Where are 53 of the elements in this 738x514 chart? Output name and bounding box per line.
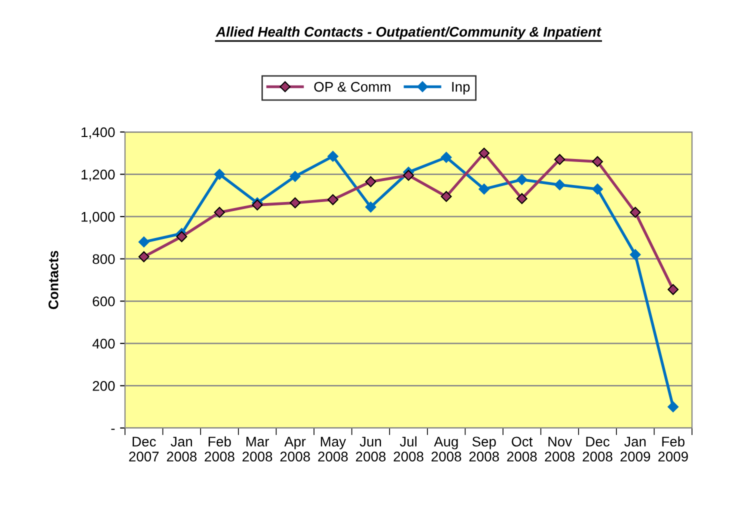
x-tick-label: Sep 2008 (469, 436, 499, 462)
point (214, 168, 225, 180)
y-tick-label: 1,200 (82, 170, 115, 182)
x-tick-label: Jan 2008 (166, 436, 197, 462)
point (478, 184, 490, 195)
point (290, 170, 301, 182)
point (630, 206, 641, 218)
point (554, 179, 566, 190)
y-tick-label: 200 (92, 381, 115, 391)
point (176, 231, 188, 242)
x-tick-label: Jan 2009 (620, 436, 650, 462)
point (290, 197, 301, 208)
x-tick-label: Nov 2008 (544, 436, 575, 462)
y-tick-label: 800 (92, 254, 115, 264)
x-tick-label: Jul 2008 (394, 436, 424, 462)
chart-title: Allied Health Contacts - Outpatient/Community & Inpatient (216, 26, 602, 40)
y-tick-label: 1,000 (82, 212, 115, 224)
point (554, 154, 566, 165)
point (440, 152, 452, 163)
x-tick-label: Feb 2009 (658, 436, 688, 462)
x-tick-label: Apr 2008 (280, 436, 310, 462)
x-tick-label: May 2008 (318, 436, 348, 462)
point (403, 170, 414, 181)
y-tick-label: - (111, 428, 115, 430)
point (214, 206, 225, 218)
point (668, 401, 679, 412)
point (516, 193, 528, 204)
point (138, 251, 150, 262)
point (440, 191, 452, 202)
legend-label: Inp (452, 82, 470, 94)
x-tick-label: Feb 2008 (204, 436, 234, 462)
point (668, 284, 679, 295)
point (516, 174, 528, 186)
x-tick-label: Dec 2008 (582, 436, 612, 462)
point (592, 156, 603, 168)
point (592, 184, 603, 195)
y-tick-label: 600 (92, 296, 115, 306)
point (327, 194, 338, 206)
x-tick-label: Mar 2008 (242, 436, 272, 462)
x-tick-label: Oct 2008 (507, 436, 537, 462)
x-tick-label: Jun 2008 (356, 436, 386, 462)
point (630, 249, 641, 260)
y-tick-label: 400 (92, 338, 115, 349)
x-tick-label: Dec 2007 (129, 436, 159, 462)
point (478, 148, 490, 159)
point (138, 236, 150, 248)
point (327, 150, 338, 162)
y-tick-label: 1,400 (82, 127, 115, 139)
point (365, 202, 376, 213)
point (365, 176, 376, 188)
y-axis-title: Contacts (48, 250, 58, 310)
x-tick-label: Aug 2008 (432, 436, 462, 462)
legend-label: OP & Comm (314, 82, 390, 92)
